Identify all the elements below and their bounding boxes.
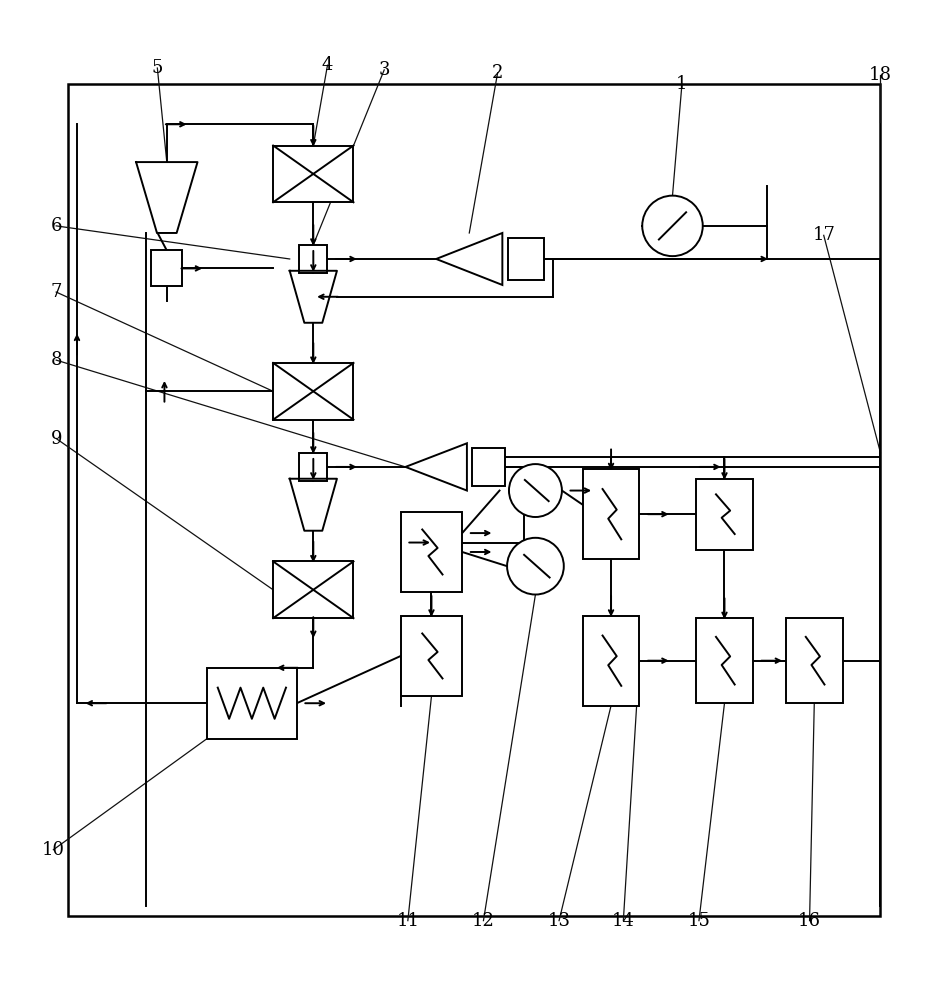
Bar <box>401 512 463 592</box>
Text: 5: 5 <box>152 59 163 77</box>
Text: 11: 11 <box>396 912 419 930</box>
Text: 7: 7 <box>50 283 62 301</box>
Bar <box>786 618 843 703</box>
Polygon shape <box>436 233 502 285</box>
Bar <box>67 84 881 916</box>
Bar <box>273 146 354 202</box>
Bar <box>696 618 753 703</box>
Bar <box>152 250 182 286</box>
Text: 12: 12 <box>472 912 495 930</box>
Text: 17: 17 <box>812 226 835 244</box>
Text: 4: 4 <box>321 56 333 74</box>
Bar <box>508 238 544 280</box>
Text: 18: 18 <box>869 66 892 84</box>
Bar <box>583 616 639 706</box>
Text: 8: 8 <box>50 351 62 369</box>
Text: 2: 2 <box>492 64 503 82</box>
Text: 10: 10 <box>42 841 64 859</box>
Bar <box>696 479 753 550</box>
Bar <box>401 616 463 696</box>
Circle shape <box>642 196 702 256</box>
Circle shape <box>507 538 564 595</box>
Text: 1: 1 <box>676 75 687 93</box>
Text: 15: 15 <box>687 912 710 930</box>
Bar <box>273 363 354 420</box>
Text: 13: 13 <box>548 912 571 930</box>
Bar <box>300 245 327 273</box>
Polygon shape <box>406 443 467 491</box>
Bar <box>207 668 297 739</box>
Text: 14: 14 <box>611 912 635 930</box>
Text: 16: 16 <box>798 912 821 930</box>
Text: 9: 9 <box>50 430 62 448</box>
Circle shape <box>509 464 562 517</box>
Text: 3: 3 <box>378 61 390 79</box>
Text: 6: 6 <box>50 217 62 235</box>
Bar <box>300 453 327 481</box>
Bar <box>583 469 639 559</box>
Bar <box>273 561 354 618</box>
Bar <box>472 448 504 486</box>
